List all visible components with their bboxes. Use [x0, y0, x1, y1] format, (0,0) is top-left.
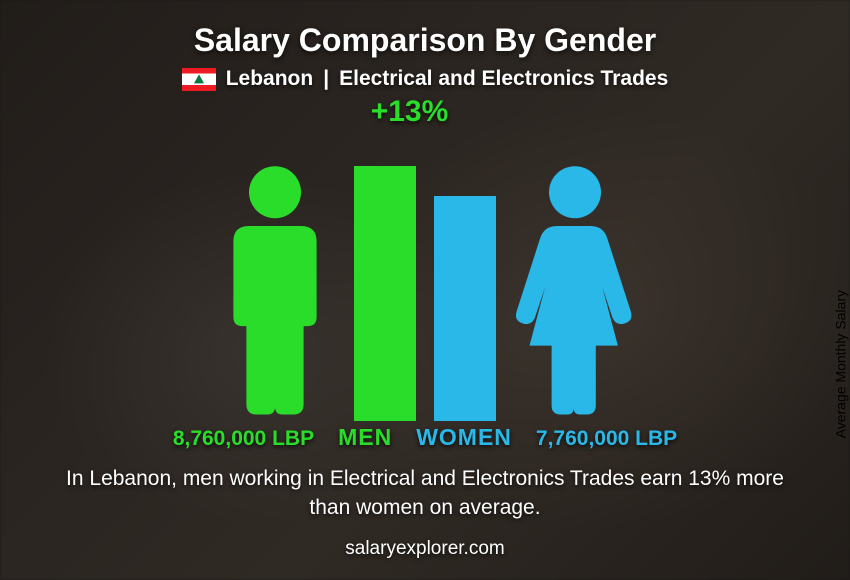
women-side	[434, 161, 640, 421]
woman-icon	[510, 161, 640, 421]
lebanon-flag-icon	[182, 68, 216, 91]
chart-area: +13% 8,760,000 LBP MEN WOMEN 7,760,000 L…	[40, 97, 810, 451]
women-salary: 7,760,000 LBP	[536, 427, 677, 451]
men-label: MEN	[338, 424, 392, 451]
men-bar	[354, 166, 416, 421]
percent-diff-label: +13%	[371, 95, 449, 129]
footer-source: salaryexplorer.com	[40, 538, 810, 560]
sector-name: Electrical and Electronics Trades	[339, 67, 668, 91]
subtitle-row: Lebanon | Electrical and Electronics Tra…	[40, 67, 810, 91]
y-axis-caption: Average Monthly Salary	[832, 290, 848, 438]
country-name: Lebanon	[226, 67, 314, 91]
value-row: 8,760,000 LBP MEN WOMEN 7,760,000 LBP	[40, 424, 810, 451]
summary-text: In Lebanon, men working in Electrical an…	[45, 465, 805, 522]
men-side	[210, 161, 416, 421]
women-bar	[434, 196, 496, 421]
man-icon	[210, 161, 340, 421]
main-title: Salary Comparison By Gender	[40, 22, 810, 59]
women-label: WOMEN	[416, 424, 512, 451]
infographic-content: Salary Comparison By Gender Lebanon | El…	[0, 0, 850, 580]
men-salary: 8,760,000 LBP	[173, 427, 314, 451]
separator: |	[323, 67, 329, 91]
